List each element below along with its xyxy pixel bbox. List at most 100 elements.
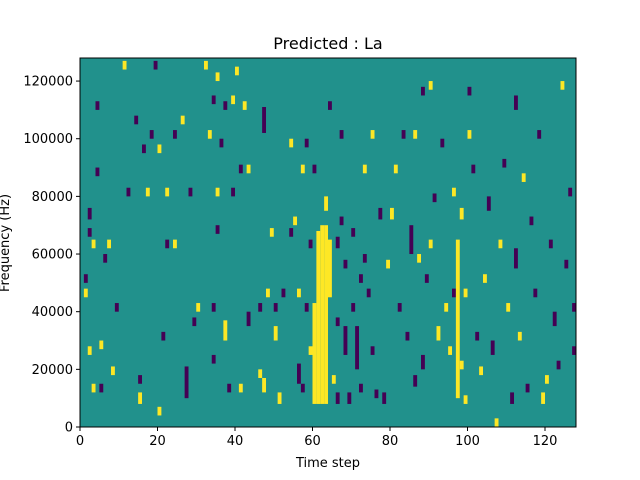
heatmap-cell: [459, 360, 464, 370]
heatmap-cell: [180, 115, 185, 125]
heatmap-cell: [95, 101, 100, 110]
heatmap-cell: [273, 303, 278, 312]
heatmap-cell: [463, 395, 468, 404]
heatmap-cell: [312, 303, 317, 404]
heatmap-cell: [219, 138, 224, 148]
heatmap-cell: [572, 346, 577, 355]
heatmap-cell: [355, 326, 360, 370]
heatmap-cell: [432, 193, 437, 203]
heatmap-cell: [246, 311, 251, 327]
heatmap-cell: [533, 288, 538, 298]
heatmap-cell: [390, 207, 394, 220]
y-tick-label: 100000: [23, 132, 73, 147]
heatmap-cell: [161, 331, 166, 341]
heatmap-cell: [335, 317, 340, 327]
heatmap-cell: [246, 164, 251, 174]
heatmap-cell: [262, 377, 267, 393]
heatmap-cell: [440, 138, 445, 148]
heatmap-cell: [227, 383, 232, 393]
heatmap-cell: [339, 130, 344, 139]
heatmap-cell: [258, 369, 263, 378]
heatmap-cell: [378, 207, 383, 220]
heatmap-cell: [324, 225, 329, 404]
heatmap-cell: [149, 130, 154, 139]
chart-title: Predicted : La: [273, 34, 382, 53]
heatmap-cell: [207, 130, 212, 139]
heatmap-cell: [308, 346, 313, 355]
heatmap-cell: [556, 360, 561, 370]
heatmap-cell: [421, 354, 425, 370]
heatmap-cell: [455, 239, 460, 399]
heatmap-cell: [452, 187, 456, 197]
heatmap-cell: [498, 239, 503, 249]
heatmap-cell: [266, 288, 270, 298]
heatmap-cell: [494, 418, 499, 427]
heatmap-cell: [483, 274, 487, 283]
heatmap-cell: [312, 164, 317, 174]
heatmap-cell: [196, 303, 201, 312]
heatmap-cell: [401, 130, 406, 139]
heatmap-cell: [304, 138, 309, 148]
heatmap-cell: [293, 216, 298, 226]
heatmap-cell: [316, 230, 321, 404]
heatmap-cell: [258, 303, 263, 312]
x-axis: 0 20 40 60 80 100 120: [76, 427, 557, 449]
heatmap-cell: [192, 317, 197, 327]
heatmap-cell: [242, 101, 247, 110]
heatmap-cell: [386, 259, 391, 269]
heatmap-cell: [370, 346, 375, 355]
heatmap-cell: [366, 288, 371, 298]
heatmap-cell: [91, 383, 96, 393]
y-tick-label: 20000: [32, 363, 73, 378]
heatmap-cell: [173, 239, 177, 249]
heatmap-cell: [397, 303, 402, 312]
heatmap-cell: [165, 187, 170, 197]
heatmap-cell: [506, 303, 511, 312]
heatmap-cell: [421, 86, 425, 96]
heatmap-cell: [223, 320, 228, 341]
heatmap-cell: [111, 366, 115, 376]
heatmap-cell: [107, 239, 112, 249]
heatmap-cell: [331, 375, 336, 384]
heatmap-cell: [541, 392, 546, 404]
heatmap-cell: [362, 254, 367, 263]
heatmap-cell: [514, 248, 518, 269]
heatmap-cell: [343, 259, 348, 269]
heatmap-cell: [362, 164, 367, 174]
heatmap-cell: [231, 95, 236, 105]
heatmap-cell: [382, 392, 387, 404]
heatmap-cell: [413, 375, 418, 387]
heatmap-cell: [87, 228, 92, 237]
x-tick-label: 40: [227, 434, 244, 449]
heatmap-cell: [537, 130, 542, 139]
heatmap-cell: [157, 406, 162, 416]
heatmap-cell: [405, 331, 410, 341]
heatmap-cell: [126, 187, 131, 197]
heatmap-cell: [568, 187, 573, 197]
heatmap-cell: [308, 239, 313, 249]
heatmap-cell: [157, 144, 162, 154]
heatmap-cell: [448, 346, 453, 355]
heatmap-cell: [114, 303, 119, 312]
heatmap-cell: [370, 130, 375, 139]
heatmap-cell: [467, 86, 472, 96]
heatmap-cell: [87, 207, 92, 220]
heatmap-cell: [471, 164, 476, 174]
heatmap-cell: [99, 340, 104, 350]
y-tick-label: 40000: [32, 305, 73, 320]
heatmap-cell: [514, 95, 518, 110]
heatmap-cell: [289, 138, 294, 148]
heatmap-cell: [91, 239, 96, 249]
heatmap-cell: [428, 81, 433, 90]
heatmap-cell: [145, 187, 150, 197]
heatmap-cell: [153, 60, 158, 70]
y-tick-label: 80000: [32, 190, 73, 205]
heatmap-cell: [548, 239, 553, 249]
heatmap-cell: [560, 81, 565, 90]
heatmap-cell: [103, 254, 108, 263]
y-axis: 0 20000 40000 60000 80000 100000 120000: [23, 75, 80, 436]
heatmap-cell: [479, 366, 484, 376]
heatmap-cell: [211, 303, 216, 312]
heatmap-cell: [262, 107, 267, 133]
heatmap-cell: [339, 216, 344, 226]
